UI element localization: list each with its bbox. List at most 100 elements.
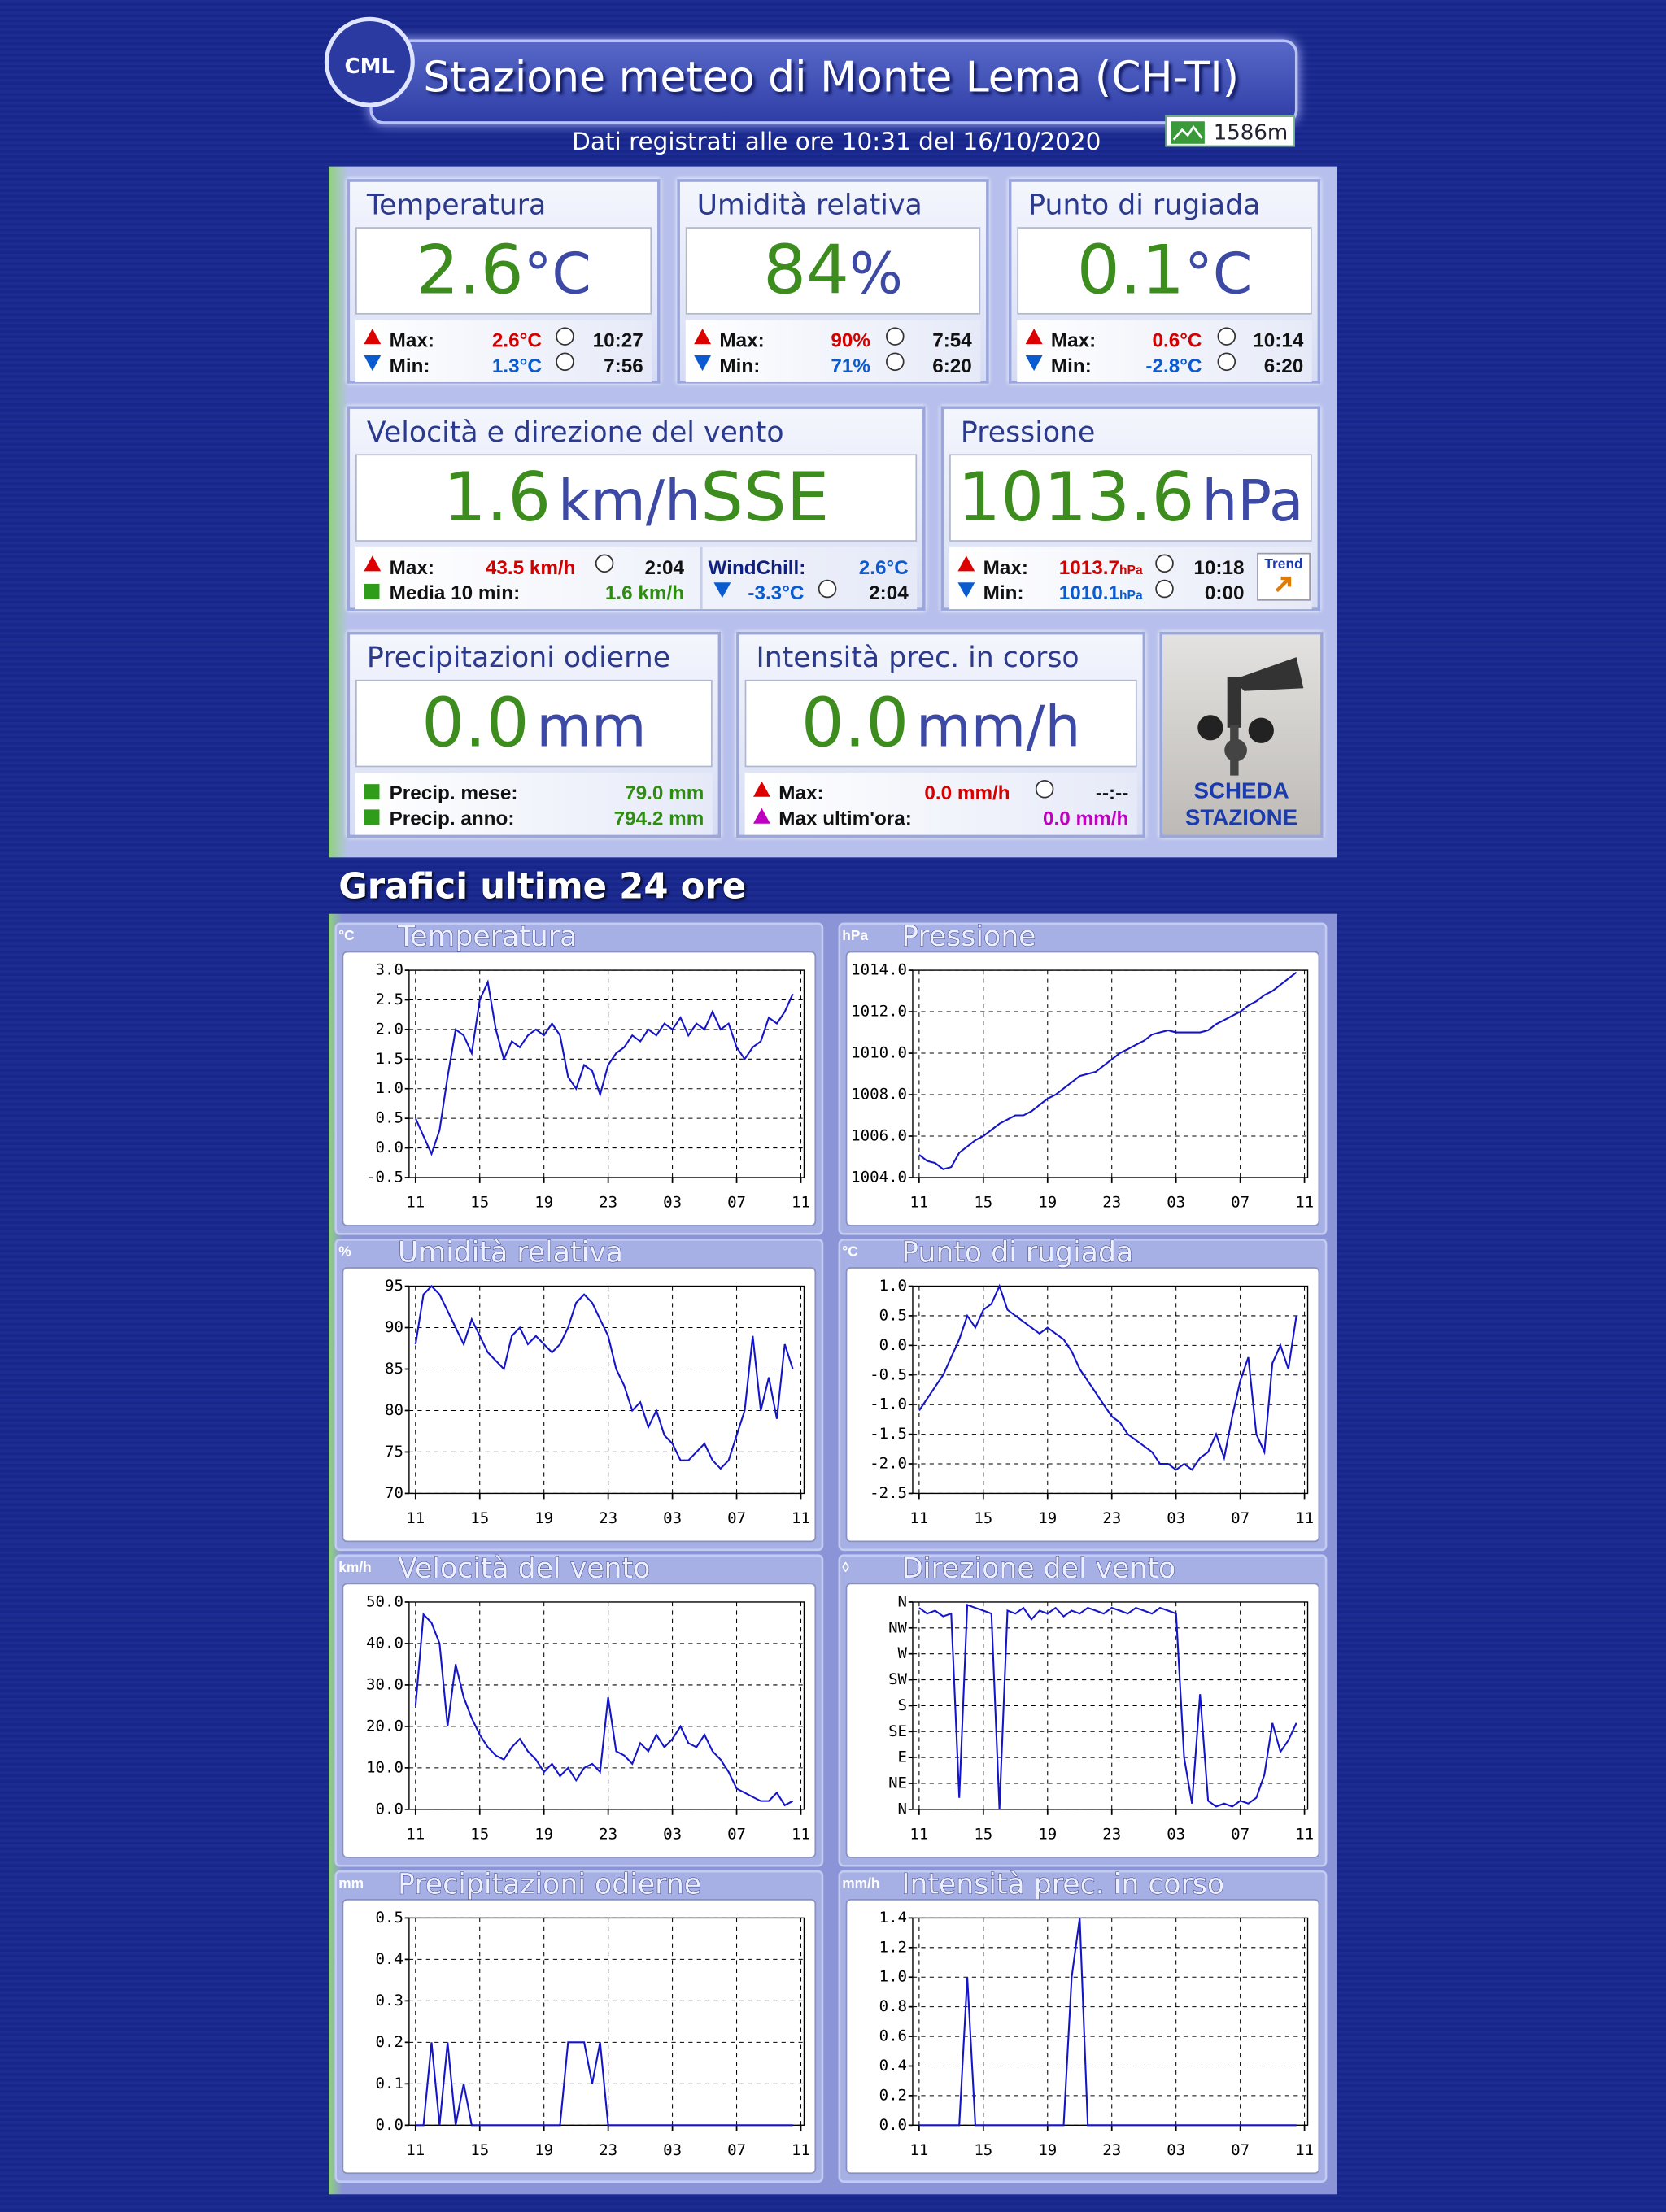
chart-unit: °C [842, 1243, 858, 1259]
month-label: Precip. mese: [389, 781, 518, 804]
y-tick-label: 0.5 [879, 1306, 907, 1324]
y-tick-label: 1.0 [376, 1079, 403, 1097]
y-tick-label: NW [888, 1618, 907, 1636]
max-value: 43.5 km/h [485, 555, 576, 578]
x-tick-label: 11 [1295, 1826, 1314, 1844]
y-tick-label: 0.0 [879, 2116, 907, 2134]
x-tick-label: 11 [909, 1826, 928, 1844]
chart-title: Direzione del vento [901, 1552, 1175, 1585]
x-tick-label: 19 [534, 1509, 553, 1527]
max-label: Max: [778, 781, 824, 804]
value: 1013.6 [957, 458, 1195, 538]
value-box: 2.6°C [355, 227, 652, 315]
max-icon [753, 781, 770, 797]
plot-frame [408, 1917, 805, 2127]
chart-title: Precipitazioni odierne [398, 1869, 701, 1901]
max-label: Max: [983, 555, 1029, 578]
min-icon [694, 355, 711, 372]
data-line [918, 971, 1297, 1170]
data-line [414, 979, 794, 1156]
value-box: 1013.6 hPa [949, 454, 1312, 542]
value-box: 1.6 km/hSSE [355, 454, 918, 542]
y-tick-label: 20.0 [366, 1717, 403, 1735]
x-tick-label: 07 [1231, 1509, 1250, 1527]
stats: Precip. mese: 79.0 mm Precip. anno: 794.2 … [355, 773, 713, 835]
y-tick-label: 85 [385, 1360, 403, 1378]
chart: mm/h Intensità prec. in corso 0.0 0.2 0.4 0.6… [838, 1868, 1328, 2183]
x-tick-label: 07 [1231, 2141, 1250, 2159]
plot-frame [912, 1285, 1309, 1495]
x-tick-label: 11 [792, 2141, 810, 2159]
trend-label[interactable]: Trend [1264, 556, 1303, 573]
station-line1[interactable]: SCHEDA [1193, 779, 1289, 804]
x-tick-label: 19 [1038, 2141, 1057, 2159]
y-tick-label: NE [888, 1774, 907, 1792]
plot-frame [912, 969, 1309, 1178]
x-tick-label: 15 [974, 2141, 992, 2159]
x-tick-label: 23 [1102, 1826, 1121, 1844]
y-tick-label: 0.2 [376, 2033, 403, 2051]
y-tick-label: -2.5 [870, 1484, 907, 1502]
y-tick-label: -0.5 [366, 1168, 403, 1186]
max-value: 90% [831, 329, 870, 351]
x-tick-label: 11 [909, 2141, 928, 2159]
hour-value: 0.0 mm/h [1043, 806, 1129, 830]
value-box: 0.0 mm [355, 679, 713, 768]
x-tick-label: 15 [974, 1509, 992, 1527]
x-tick-label: 11 [406, 2141, 425, 2159]
y-tick-label: 0.0 [376, 2116, 403, 2134]
chart-box [342, 1267, 817, 1543]
x-tick-label: 07 [727, 1194, 746, 1212]
avg-icon [364, 583, 380, 600]
hour-icon [753, 808, 770, 824]
max-value: 0.6°C [1152, 329, 1202, 351]
min-unit: hPa [1119, 588, 1143, 603]
data-line [918, 1603, 1297, 1809]
y-tick-label: 0.6 [879, 2027, 907, 2045]
y-tick-label: 0.2 [879, 2086, 907, 2104]
windchill-min: -3.3°C [748, 581, 805, 604]
logo: CML [324, 16, 415, 107]
stats: Max: 0.6°C 10:14 Min: -2.8°C 6:20 [1017, 320, 1312, 382]
station-button[interactable]: SCHEDA STAZIONE [1159, 631, 1324, 838]
value: 1.6 [443, 458, 552, 538]
trend-button[interactable]: Trend [1257, 552, 1311, 601]
min-icon [957, 582, 975, 599]
dewpoint-panel: Punto di rugiada 0.1°C Max: 0.6°C 10:14 Mi… [1008, 179, 1321, 384]
max-value: 2.6°C [491, 329, 542, 351]
chart-unit: °C [338, 927, 355, 943]
y-tick-label: 1006.0 [851, 1127, 907, 1145]
min-time: 6:20 [1263, 354, 1304, 377]
data-line [918, 1918, 1297, 2127]
min-icon [1025, 355, 1043, 372]
max-time: 10:27 [592, 329, 643, 351]
min-time: 0:00 [1204, 581, 1245, 604]
max-icon [1025, 329, 1043, 345]
avg-value: 1.6 km/h [604, 581, 685, 604]
x-tick-label: 11 [1295, 1194, 1314, 1212]
chart-title: Pressione [901, 921, 1036, 953]
divider [700, 546, 703, 610]
min-icon [364, 355, 382, 372]
wind-panel: Velocità e direzione del vento 1.6 km/hS… [347, 406, 926, 611]
min-icon [713, 582, 731, 599]
humidity-panel: Umidità relativa 84% Max: 90% 7:54 Min: 71%… [677, 179, 989, 384]
unit: °C [1184, 242, 1253, 308]
station-label[interactable]: SCHEDA STAZIONE [1162, 778, 1320, 832]
x-tick-label: 03 [663, 1194, 682, 1212]
pressure-panel: Pressione 1013.6 hPa Max: 1013.7hPa 10:18 … [940, 406, 1321, 611]
x-tick-label: 19 [1038, 1194, 1057, 1212]
chart: km/h Velocità del vento 0.0 10.0 20.0 30.0 40.… [334, 1552, 824, 1867]
y-tick-label: 0.0 [376, 1800, 403, 1818]
x-tick-label: 11 [406, 1194, 425, 1212]
x-tick-label: 19 [1038, 1826, 1057, 1844]
subtitle: Dati registrati alle ore 10:31 del 16/10… [572, 128, 1101, 157]
max-value: 0.0 mm/h [924, 781, 1010, 804]
y-tick-label: 3.0 [376, 961, 403, 979]
value-box: 0.1°C [1017, 227, 1312, 315]
stats: Max: 1013.7hPa 10:18 Min: 1010.1hPa 0:00 Tre… [949, 546, 1312, 610]
y-tick-label: 1014.0 [851, 961, 907, 979]
clock [886, 327, 905, 346]
altitude-badge: 1586m [1165, 115, 1295, 147]
station-line2[interactable]: STAZIONE [1184, 806, 1298, 831]
